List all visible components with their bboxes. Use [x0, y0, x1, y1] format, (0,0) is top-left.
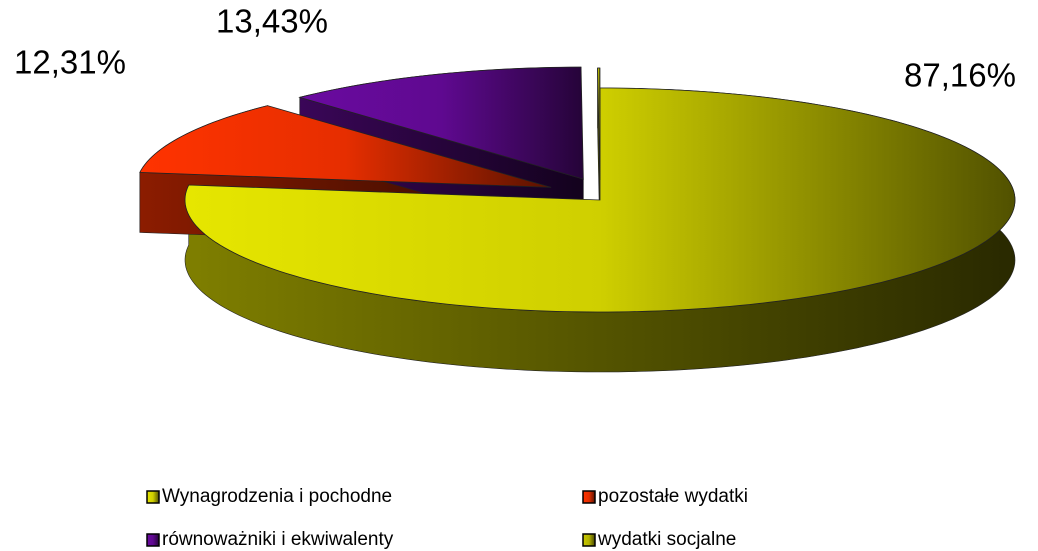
- slice: [184, 87, 1016, 313]
- legend-label: pozostałe wydatki: [598, 486, 748, 507]
- slice: [597, 67, 601, 181]
- data-label: 87,16%: [904, 57, 1016, 94]
- legend-label: wydatki socjalne: [597, 529, 736, 550]
- legend-swatch: [582, 490, 596, 504]
- slice: [298, 66, 584, 180]
- legend-label: równoważniki i ekwiwalenty: [162, 529, 394, 550]
- data-label: 13,43%: [216, 3, 328, 40]
- data-label: 12,31%: [14, 44, 126, 81]
- legend-swatch: [146, 533, 160, 547]
- legend-swatch: [146, 490, 160, 504]
- slice: [139, 105, 552, 188]
- legend-label: Wynagrodzenia i pochodne: [162, 486, 392, 507]
- legend-swatch: [582, 533, 596, 547]
